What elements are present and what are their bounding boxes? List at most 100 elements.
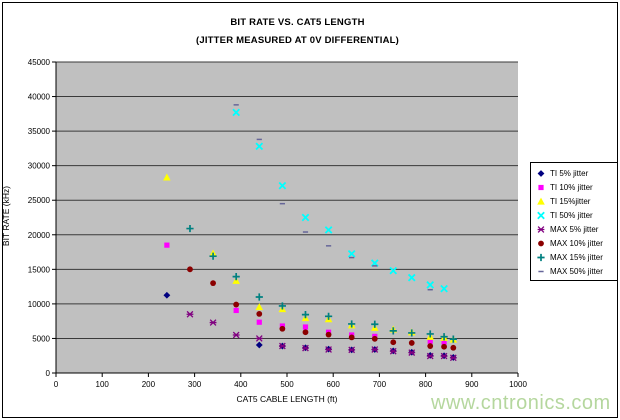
- marker-plus-icon: [301, 311, 310, 319]
- marker-plus-icon: [324, 312, 333, 320]
- marker-x-icon: [426, 281, 435, 289]
- watermark: www.cntronics.com: [431, 392, 611, 414]
- y-tick-label: 45000: [28, 58, 51, 67]
- marker-square-icon: [256, 319, 262, 325]
- chart-title: BIT RATE VS. CAT5 LENGTH: [230, 17, 365, 28]
- marker-star-icon: [255, 335, 263, 342]
- legend: TI 5% jitter TI 10% jitter TI 15%jitter TI …: [530, 162, 618, 281]
- legend-marker-diamond-icon: [537, 169, 545, 177]
- y-tick-label: 10000: [28, 300, 51, 309]
- marker-circle-icon: [408, 340, 415, 346]
- marker-star-icon: [371, 346, 379, 353]
- marker-square-icon: [233, 307, 239, 314]
- series-max-5-jitter: [186, 310, 457, 362]
- legend-item: MAX 15% jitter: [535, 250, 615, 264]
- y-tick-label: 30000: [28, 162, 51, 171]
- marker-square-icon: [538, 184, 544, 190]
- marker-circle-icon: [371, 335, 378, 342]
- marker-x-icon: [255, 142, 264, 151]
- y-tick-label: 40000: [28, 93, 51, 102]
- marker-x-icon: [301, 213, 310, 222]
- marker-star-icon: [440, 352, 448, 360]
- marker-plus-icon: [255, 293, 263, 301]
- marker-plus-icon: [426, 330, 434, 338]
- x-tick-label: 100: [96, 380, 110, 389]
- marker-circle-icon: [233, 301, 240, 308]
- plot-background: [56, 62, 518, 373]
- marker-circle-icon: [279, 325, 286, 332]
- legend-item-label: TI 10% jitter: [550, 182, 593, 192]
- y-tick-label: 25000: [28, 196, 51, 205]
- legend-item-label: MAX 15% jitter: [550, 252, 603, 262]
- marker-plus-icon: [371, 320, 379, 328]
- legend-marker-dash-icon: [538, 270, 544, 272]
- y-tick-label: 0: [46, 369, 51, 378]
- legend-item: MAX 5% jitter: [535, 222, 615, 236]
- marker-plus-icon: [348, 320, 356, 328]
- x-tick-label: 0: [54, 380, 59, 389]
- chart-subtitle: (JITTER MEASURED AT 0V DIFFERENTIAL): [195, 35, 399, 46]
- legend-item: MAX 10% jitter: [535, 236, 615, 250]
- marker-star-icon: [408, 349, 416, 356]
- legend-item-label: TI 5% jitter: [550, 168, 589, 178]
- x-tick-label: 700: [373, 380, 387, 389]
- marker-star-icon: [537, 225, 545, 233]
- marker-star-icon: [302, 344, 309, 352]
- series-ti-50-jitter: [232, 108, 448, 293]
- marker-x-icon: [440, 284, 448, 293]
- y-tick-label: 35000: [28, 127, 51, 136]
- marker-square-icon: [441, 339, 447, 345]
- marker-star-icon: [278, 342, 286, 350]
- y-tick-label: 20000: [28, 231, 51, 240]
- marker-x-icon: [389, 266, 398, 275]
- marker-x-icon: [347, 249, 356, 258]
- x-axis-title: CAT5 CABLE LENGTH (ft): [236, 394, 338, 404]
- marker-triangle-icon: [255, 303, 264, 311]
- marker-diamond-icon: [163, 291, 171, 299]
- marker-star-icon: [232, 331, 240, 339]
- marker-circle-icon: [187, 266, 193, 273]
- marker-circle-icon: [302, 329, 309, 336]
- marker-plus-icon: [389, 327, 397, 335]
- marker-diamond-icon: [537, 169, 545, 177]
- series-max-50-jitter: [233, 104, 433, 291]
- legend-item-label: TI 50% jitter: [550, 210, 593, 220]
- legend-marker-plus-icon: [537, 253, 545, 261]
- marker-star-icon: [426, 352, 434, 360]
- legend-marker-square-icon: [538, 184, 544, 190]
- marker-triangle-icon: [163, 173, 171, 181]
- marker-circle-icon: [538, 240, 544, 246]
- legend-item: TI 10% jitter: [535, 180, 615, 194]
- legend-item-label: TI 15%jitter: [550, 196, 591, 206]
- legend-item-label: MAX 10% jitter: [550, 238, 603, 248]
- legend-marker-triangle-icon: [537, 197, 545, 205]
- x-tick-label: 800: [419, 380, 433, 389]
- y-axis-title: BIT RATE (kHz): [1, 185, 11, 247]
- marker-diamond-icon: [255, 341, 263, 349]
- legend-marker-x-icon: [537, 211, 545, 219]
- marker-circle-icon: [325, 331, 332, 338]
- marker-plus-icon: [440, 333, 448, 341]
- legend-item-label: MAX 50% jitter: [550, 266, 603, 276]
- marker-triangle-icon: [537, 197, 545, 205]
- marker-circle-icon: [441, 343, 447, 350]
- marker-plus-icon: [278, 302, 286, 310]
- marker-circle-icon: [210, 280, 216, 287]
- x-tick-label: 500: [280, 380, 294, 389]
- marker-plus-icon: [537, 253, 545, 261]
- marker-plus-icon: [232, 272, 240, 281]
- legend-item: MAX 50% jitter: [535, 264, 615, 278]
- marker-x-icon: [278, 181, 287, 190]
- marker-x-icon: [407, 273, 416, 282]
- legend-marker-circle-icon: [538, 240, 544, 246]
- marker-x-icon: [232, 108, 241, 117]
- marker-star-icon: [389, 347, 397, 355]
- marker-plus-icon: [186, 224, 194, 233]
- legend-item: TI 5% jitter: [535, 166, 615, 180]
- marker-plus-icon: [209, 252, 217, 260]
- x-tick-label: 400: [234, 380, 248, 389]
- marker-star-icon: [186, 310, 194, 318]
- marker-x-icon: [324, 226, 333, 234]
- x-tick-label: 1000: [509, 380, 527, 389]
